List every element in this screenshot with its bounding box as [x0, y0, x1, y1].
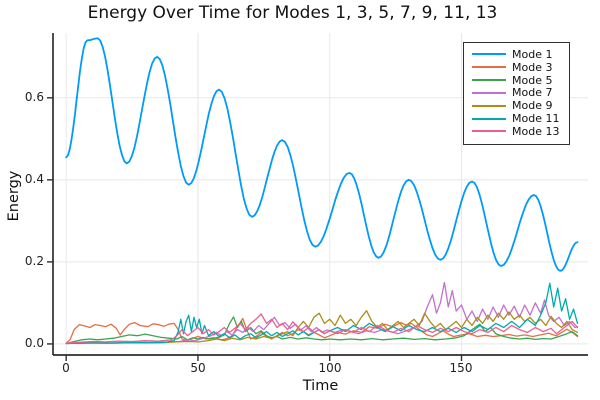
x-tick-label-150: 150	[449, 361, 473, 375]
legend-label: Mode 3	[512, 60, 553, 74]
legend-item-mode-13: Mode 13	[472, 125, 565, 138]
chart-title: Energy Over Time for Modes 1, 3, 5, 7, 9…	[87, 3, 498, 23]
legend-item-mode-7: Mode 7	[472, 87, 565, 100]
legend-line-swatch	[472, 117, 506, 120]
legend-label: Mode 11	[512, 112, 560, 126]
x-tick-label-50: 50	[190, 361, 206, 375]
legend-line-swatch	[472, 53, 506, 56]
x-tick-label-100: 100	[318, 361, 342, 375]
tick-marks	[47, 97, 463, 361]
x-axis-label: Time	[302, 378, 339, 394]
legend-line-swatch	[472, 91, 506, 94]
legend-label: Mode 1	[512, 47, 553, 61]
legend: Mode 1 Mode 3 Mode 5 Mode 7 Mode 9 Mode 11 Mod…	[463, 42, 570, 145]
legend-label: Mode 7	[512, 86, 553, 100]
legend-item-mode-1: Mode 1	[472, 48, 565, 61]
legend-label: Mode 13	[512, 124, 560, 138]
legend-item-mode-9: Mode 9	[472, 99, 565, 112]
legend-item-mode-3: Mode 3	[472, 61, 565, 74]
gridlines	[53, 33, 588, 355]
y-tick-label-0.0: 0.0	[24, 336, 44, 350]
legend-line-swatch	[472, 79, 506, 82]
legend-line-swatch	[472, 104, 506, 107]
y-tick-label-0.4: 0.4	[24, 172, 44, 186]
legend-label: Mode 9	[512, 99, 553, 113]
legend-line-swatch	[472, 130, 506, 133]
y-tick-label-0.6: 0.6	[24, 90, 44, 104]
legend-item-mode-5: Mode 5	[472, 74, 565, 87]
y-tick-label-0.2: 0.2	[24, 254, 44, 268]
legend-line-swatch	[472, 66, 506, 69]
legend-label: Mode 5	[512, 73, 553, 87]
axis-spines	[52, 33, 588, 356]
legend-item-mode-11: Mode 11	[472, 112, 565, 125]
x-tick-label-0: 0	[62, 361, 70, 375]
data-series	[65, 37, 579, 345]
